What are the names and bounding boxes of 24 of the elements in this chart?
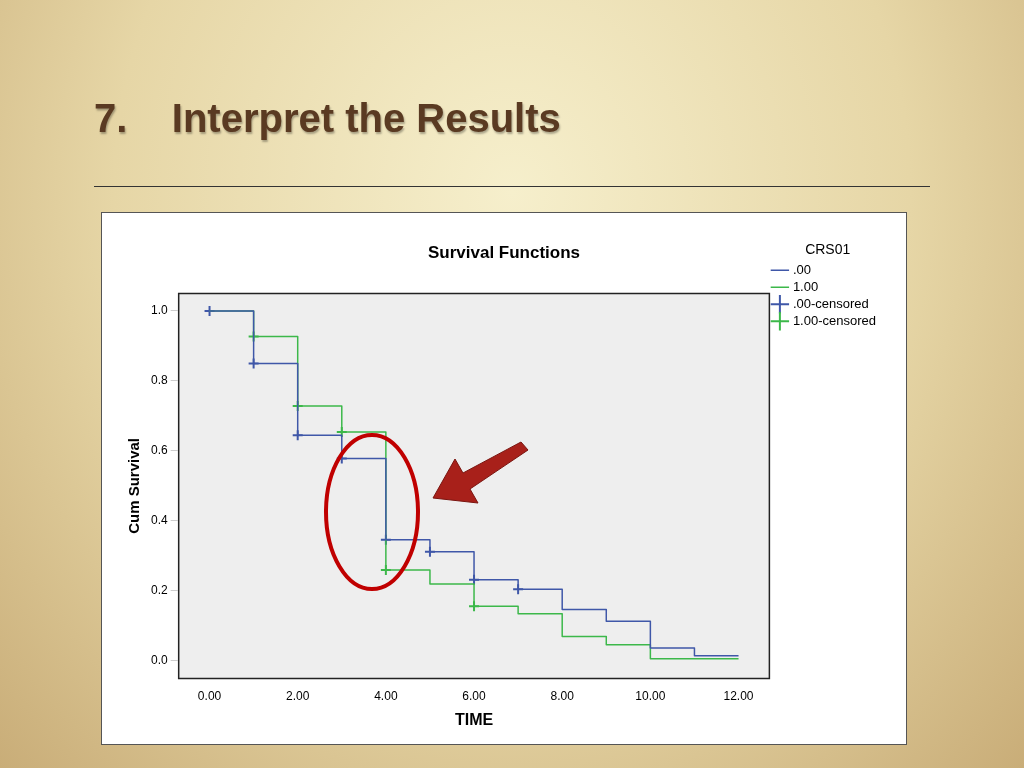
x-tick-label: 8.00	[550, 688, 575, 703]
x-tick-label: 12.00	[723, 688, 754, 703]
point	[247, 330, 260, 343]
y-tick-label: 1.0	[150, 303, 168, 318]
legend-label: 1.00-censored	[792, 312, 877, 328]
x-tick-label: 0.00	[197, 688, 222, 703]
x-tick-label: 4.00	[374, 688, 398, 703]
y-tick-label: 0.4	[150, 513, 168, 528]
text: 7. Interpret the Results	[94, 96, 561, 141]
y-tick-label: 0.8	[150, 373, 168, 388]
legend-label: .00	[792, 261, 811, 277]
x-axis-title: TIME	[454, 710, 494, 728]
x-tick-label: 6.00	[462, 688, 487, 703]
x-tick-label: 2.00	[286, 688, 310, 703]
y-axis-title: Cum Survival	[125, 437, 143, 534]
legend-title: CRS01	[805, 240, 851, 257]
chart-title: Survival Functions	[427, 242, 581, 262]
y-tick-label: 0.2	[150, 583, 168, 598]
y-tick-label: 0.0	[150, 653, 168, 668]
legend-label: 1.00	[792, 278, 819, 294]
legend-label: .00-censored	[792, 295, 869, 311]
point	[247, 357, 260, 370]
x-tick-label: 10.00	[635, 688, 666, 703]
y-tick-label: 0.6	[150, 443, 168, 458]
